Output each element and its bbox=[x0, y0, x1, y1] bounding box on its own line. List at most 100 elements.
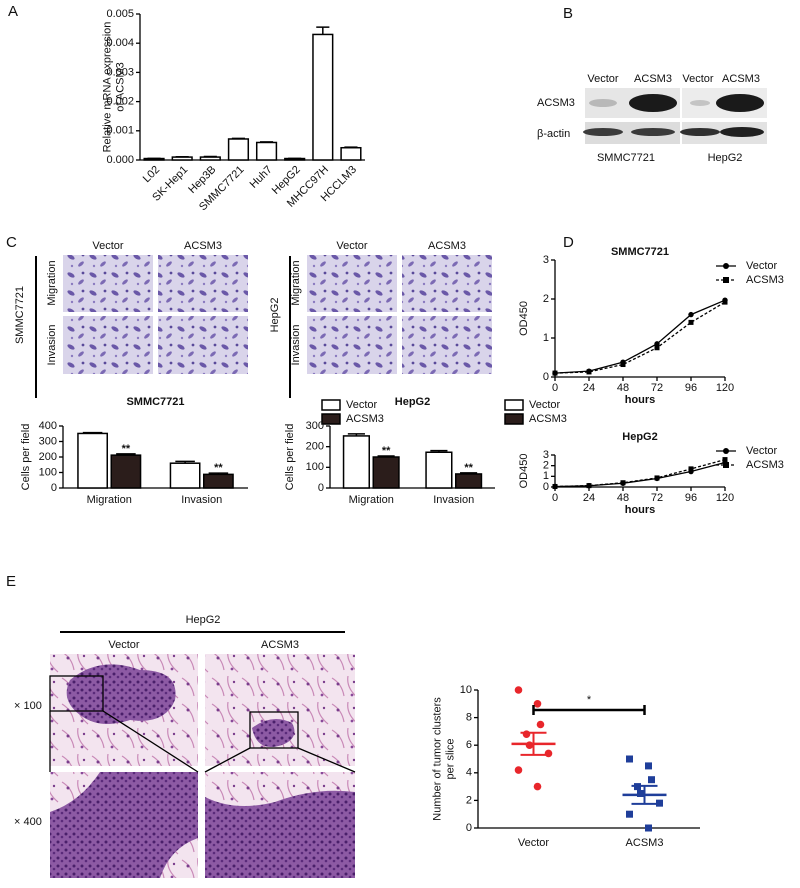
cell-label: HepG2 bbox=[269, 298, 281, 333]
panel-label: C bbox=[6, 234, 17, 251]
cell-label: SMMC7721 bbox=[14, 286, 26, 344]
legend-label: ACSM3 bbox=[529, 413, 567, 425]
bar bbox=[340, 146, 362, 161]
row-label: Invasion bbox=[290, 325, 302, 366]
legend-label: ACSM3 bbox=[346, 413, 384, 425]
row-label: Migration bbox=[46, 260, 58, 305]
panel-label: B bbox=[563, 5, 573, 22]
legend-marker bbox=[723, 263, 729, 269]
x-tick-label: Invasion bbox=[433, 494, 474, 506]
point bbox=[688, 319, 694, 325]
cell-label: SMMC7721 bbox=[597, 152, 655, 164]
x-tick-label: Migration bbox=[87, 494, 132, 506]
point bbox=[656, 799, 663, 807]
y-tick-label: 0.001 bbox=[106, 125, 134, 137]
x-tick-label: 48 bbox=[617, 382, 629, 394]
bar bbox=[227, 138, 250, 161]
x-tick-label: Invasion bbox=[181, 494, 222, 506]
bar bbox=[312, 33, 334, 161]
point bbox=[645, 762, 652, 770]
legend-swatch bbox=[321, 399, 341, 411]
point bbox=[654, 475, 660, 481]
point bbox=[514, 686, 523, 694]
row-label: β-actin bbox=[537, 128, 570, 140]
y-tick-label: 300 bbox=[306, 420, 324, 432]
bar bbox=[455, 473, 483, 489]
x-tick-label: 0 bbox=[552, 382, 558, 394]
western-blot bbox=[583, 88, 767, 144]
point bbox=[525, 741, 534, 749]
point bbox=[522, 730, 531, 738]
histology bbox=[49, 631, 356, 878]
cell-label: HepG2 bbox=[708, 152, 743, 164]
legend-label: Vector bbox=[529, 399, 561, 411]
y-axis-label: per slice bbox=[444, 739, 456, 780]
point bbox=[514, 766, 523, 774]
chart-title: SMMC7721 bbox=[611, 246, 669, 258]
column-label: Vector bbox=[92, 240, 124, 252]
x-tick-label: Vector bbox=[518, 837, 550, 849]
point bbox=[645, 824, 652, 832]
y-tick-label: 0.005 bbox=[106, 8, 134, 20]
significance: ** bbox=[382, 445, 391, 457]
series-line bbox=[554, 458, 726, 488]
y-tick-label: 100 bbox=[306, 461, 324, 473]
y-tick-label: 0.003 bbox=[106, 66, 134, 78]
point bbox=[654, 345, 660, 351]
series-line bbox=[554, 299, 726, 374]
legend-marker bbox=[723, 277, 729, 283]
lane-label: Vector bbox=[587, 73, 619, 85]
point bbox=[722, 457, 728, 463]
y-axis-label: Relative mRNA expression bbox=[101, 22, 113, 153]
x-axis-label: hours bbox=[625, 504, 656, 516]
x-tick-label: 96 bbox=[685, 492, 697, 504]
bar bbox=[425, 451, 453, 489]
panel-label: D bbox=[563, 234, 574, 251]
y-tick-label: 4 bbox=[466, 767, 472, 779]
point bbox=[654, 341, 660, 347]
y-tick-label: 2 bbox=[466, 794, 472, 806]
bar bbox=[110, 454, 142, 489]
y-tick-label: 200 bbox=[39, 451, 57, 463]
point bbox=[544, 749, 553, 758]
y-tick-label: 200 bbox=[306, 441, 324, 453]
point bbox=[552, 370, 558, 376]
y-axis-label: OD450 bbox=[518, 301, 530, 336]
y-tick-label: 1 bbox=[543, 332, 549, 344]
legend-marker bbox=[723, 448, 729, 454]
x-tick-label: 24 bbox=[583, 492, 595, 504]
bar bbox=[342, 435, 370, 489]
point bbox=[533, 782, 542, 791]
bar bbox=[77, 432, 108, 489]
y-tick-label: 0 bbox=[466, 822, 472, 834]
panel-label: E bbox=[6, 573, 16, 590]
x-axis-label: hours bbox=[625, 394, 656, 406]
x-tick-label: 24 bbox=[583, 382, 595, 394]
panel-label: A bbox=[8, 3, 18, 20]
point bbox=[722, 299, 728, 305]
x-tick-label: L02 bbox=[141, 164, 162, 185]
point bbox=[536, 720, 545, 729]
column-label: Vector bbox=[336, 240, 368, 252]
significance: ** bbox=[122, 443, 131, 455]
y-tick-label: 2 bbox=[543, 460, 549, 472]
y-tick-label: 3 bbox=[543, 254, 549, 266]
micrographs bbox=[35, 255, 492, 398]
point bbox=[552, 483, 558, 489]
x-tick-label: 120 bbox=[716, 382, 734, 394]
x-tick-label: Migration bbox=[349, 494, 394, 506]
chart-title: SMMC7721 bbox=[126, 396, 184, 408]
y-tick-label: 300 bbox=[39, 435, 57, 447]
row-label: × 100 bbox=[14, 700, 42, 712]
x-tick-label: 96 bbox=[685, 382, 697, 394]
legend-label: Vector bbox=[746, 445, 778, 457]
column-label: ACSM3 bbox=[428, 240, 466, 252]
y-tick-label: 0.002 bbox=[106, 96, 134, 108]
y-tick-label: 100 bbox=[39, 466, 57, 478]
point bbox=[637, 790, 644, 797]
series-line bbox=[554, 301, 726, 374]
legend-marker bbox=[723, 462, 729, 468]
point bbox=[533, 700, 542, 708]
point bbox=[688, 466, 694, 472]
point bbox=[626, 755, 633, 763]
